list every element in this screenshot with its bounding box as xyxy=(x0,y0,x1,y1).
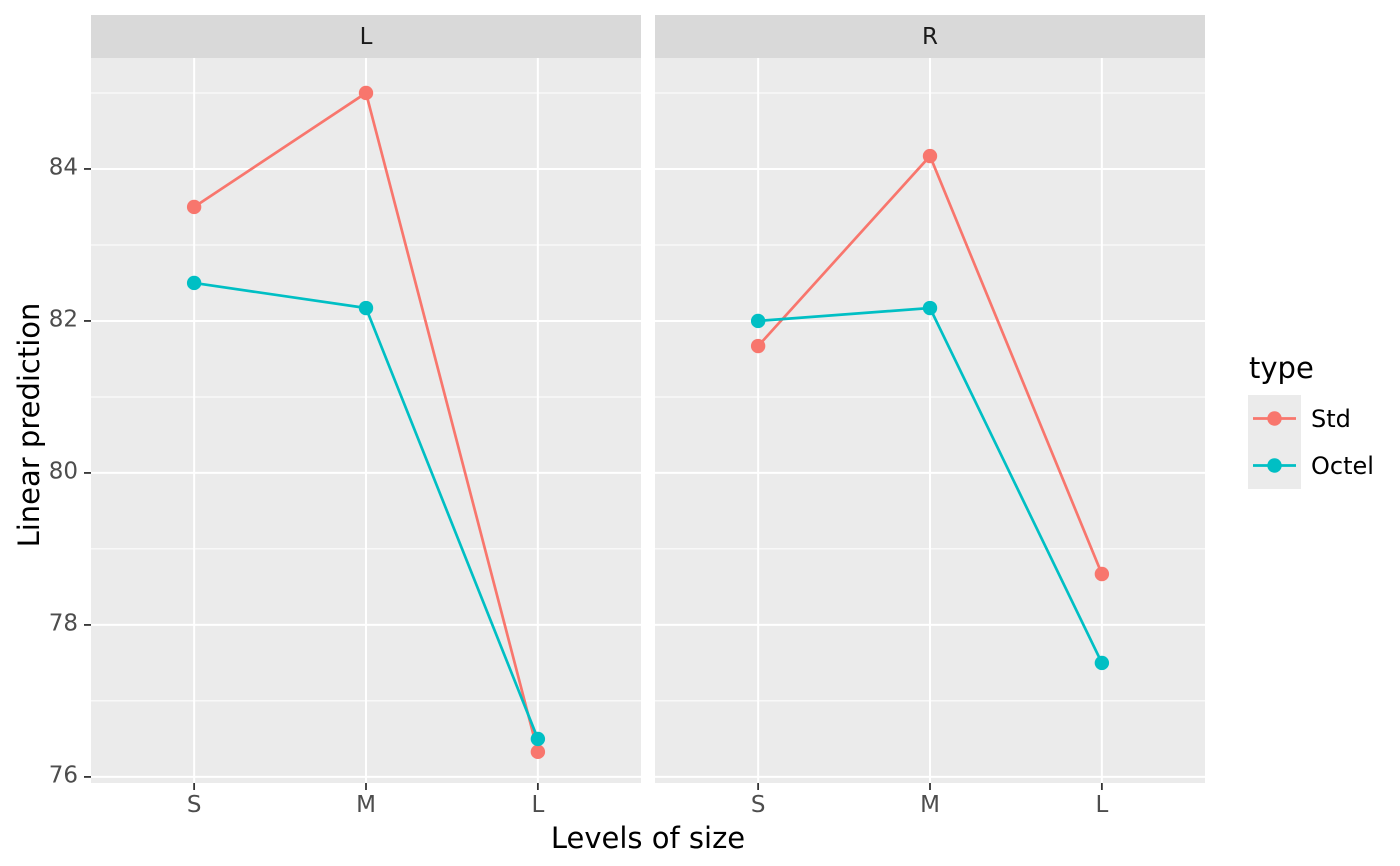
x-tick-label: L xyxy=(1095,792,1109,818)
data-point-octel xyxy=(530,731,546,747)
y-axis-title: Linear prediction xyxy=(12,302,46,548)
data-point-std xyxy=(922,148,938,164)
legend-title: type xyxy=(1249,351,1314,385)
data-point-std xyxy=(1094,566,1110,582)
legend-key-octel xyxy=(1248,442,1301,489)
facet-strip-right-label: R xyxy=(922,23,938,50)
x-tick-label: M xyxy=(356,792,376,818)
x-tick-label: M xyxy=(920,792,940,818)
legend-key-glyph xyxy=(1253,458,1296,473)
y-tick-label: 80 xyxy=(48,458,78,485)
y-tick-label: 84 xyxy=(48,154,78,181)
y-tick-label: 76 xyxy=(48,762,78,789)
data-point-std xyxy=(530,744,546,760)
facet-strip-left: L xyxy=(91,15,641,58)
data-point-std xyxy=(358,85,374,101)
legend-key-std xyxy=(1248,395,1301,442)
legend-key-glyph xyxy=(1253,411,1296,426)
x-tick-label: S xyxy=(750,792,766,818)
data-point-std xyxy=(750,338,766,354)
y-tick-label: 78 xyxy=(48,610,78,637)
data-point-octel xyxy=(186,275,202,291)
facet-strip-right: R xyxy=(655,15,1205,58)
data-point-octel xyxy=(1094,655,1110,671)
data-point-octel xyxy=(358,300,374,316)
x-tick-label: S xyxy=(186,792,202,818)
data-point-octel xyxy=(922,300,938,316)
data-point-octel xyxy=(750,313,766,329)
x-tick-label: L xyxy=(531,792,545,818)
x-axis-title: Levels of size xyxy=(550,821,746,855)
facet-strip-left-label: L xyxy=(359,23,373,50)
data-point-std xyxy=(186,199,202,215)
legend-label-std: Std xyxy=(1311,404,1351,433)
y-tick-label: 82 xyxy=(48,306,78,333)
legend-label-octel: Octel xyxy=(1311,451,1374,480)
